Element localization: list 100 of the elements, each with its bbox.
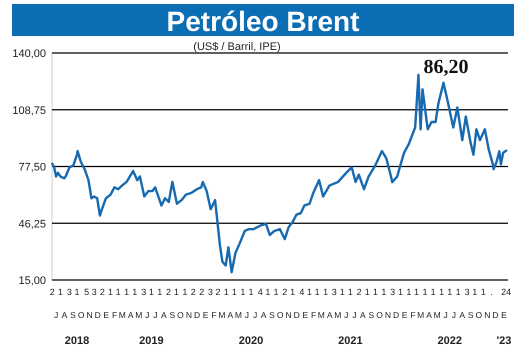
x-tick-label: 1	[174, 287, 179, 297]
text: E	[103, 310, 110, 320]
y-tick-label: 77,50	[18, 162, 46, 174]
y-tick-label: 140,00	[12, 48, 46, 60]
text: E	[302, 310, 308, 320]
text: O	[276, 310, 284, 320]
x-tick-label: 1	[323, 287, 328, 297]
x-tick-label: 2	[356, 287, 362, 297]
text: M	[118, 310, 126, 320]
text: J	[244, 310, 250, 320]
text: M	[334, 310, 342, 320]
text: E	[501, 310, 508, 320]
text: O	[177, 310, 184, 320]
text: A	[260, 310, 267, 320]
text: J	[444, 310, 448, 320]
x-tick-label: 3	[332, 287, 337, 297]
x-tick-label: 1	[439, 287, 444, 297]
x-tick-label: 1	[414, 287, 420, 297]
text: D	[294, 310, 300, 320]
text: M	[218, 310, 226, 320]
x-tick-label: 3	[66, 287, 72, 297]
x-tick-label: 1	[232, 287, 237, 297]
text: F	[311, 310, 316, 320]
text: J	[452, 310, 456, 320]
text: A	[459, 310, 466, 320]
text: J	[54, 310, 58, 320]
text: M	[434, 310, 441, 320]
x-tick-label: 1	[116, 287, 121, 297]
text: E	[402, 310, 408, 320]
text: F	[112, 310, 118, 320]
x-tick-label: 1	[108, 287, 114, 297]
chart-title: Petróleo Brent	[166, 6, 360, 37]
x-tick-label: 1	[74, 287, 80, 297]
text: S	[269, 310, 276, 320]
chart-subtitle: (US$ / Barril, IPE)	[193, 41, 281, 53]
text: J	[352, 310, 357, 320]
x-tick-label: 3	[390, 287, 396, 297]
x-tick-label: 1	[430, 287, 436, 297]
text: N	[384, 310, 392, 320]
text: D	[393, 310, 400, 320]
x-tick-label: 1	[456, 287, 461, 297]
x-tick-label: 1	[422, 287, 428, 297]
annotation: 86,20	[424, 56, 468, 78]
x-tick-label: 1	[364, 287, 370, 297]
y-tick-label: 15,00	[18, 275, 46, 287]
text: N	[484, 310, 490, 320]
text: M	[135, 310, 142, 320]
x-tick-label: 1	[240, 287, 246, 297]
x-tick-label: 1	[290, 287, 296, 297]
text: 2021	[338, 335, 363, 347]
x-tick-label: 2	[100, 287, 105, 297]
text: M	[417, 310, 424, 320]
x-tick-label: 2	[216, 287, 221, 297]
x-tick-label: 2	[50, 287, 55, 297]
x-tick-label: 1	[132, 287, 138, 297]
text: M	[318, 310, 325, 320]
text: J	[145, 310, 150, 320]
text: D	[94, 310, 101, 320]
text: A	[326, 310, 333, 320]
x-tick-label: 1	[148, 287, 154, 297]
text: S	[169, 310, 176, 320]
text: D	[194, 310, 200, 320]
x-tick-label: 2	[282, 287, 288, 297]
x-tick-label: 1	[182, 287, 188, 297]
x-tick-label: 1	[472, 287, 478, 297]
text: O	[78, 310, 85, 320]
text: N	[286, 310, 292, 320]
text: A	[128, 310, 134, 320]
x-tick-label: 2	[199, 287, 204, 297]
x-tick-label: 24	[501, 287, 512, 297]
x-tick-label: 4	[299, 287, 304, 297]
text: J	[252, 310, 258, 320]
text: E	[202, 310, 209, 320]
x-tick-label: 1	[224, 287, 229, 297]
x-tick-label: 3	[208, 287, 213, 297]
text: S	[70, 310, 76, 320]
x-tick-label: 1	[307, 287, 312, 297]
x-tick-label: 1	[274, 287, 279, 297]
x-tick-label: 1	[314, 287, 320, 297]
text: J	[153, 310, 158, 320]
x-tick-label: .	[490, 287, 493, 297]
x-tick-label: 1	[265, 287, 270, 297]
x-tick-label: 1	[348, 287, 353, 297]
x-tick-label: 3	[464, 287, 470, 297]
x-tick-label: 5	[84, 287, 90, 297]
x-tick-label: 4	[258, 287, 263, 297]
text: S	[368, 310, 374, 320]
text: N	[186, 310, 192, 320]
x-tick-label: 1	[124, 287, 130, 297]
text: A	[426, 310, 432, 320]
x-tick-label: 1	[58, 287, 63, 297]
x-tick-label: 1	[398, 287, 403, 297]
text: O	[476, 310, 483, 320]
text: A	[161, 310, 168, 320]
text: A	[227, 310, 234, 320]
x-tick-label: 3	[92, 287, 97, 297]
x-tick-label: 2	[166, 287, 172, 297]
text: A	[360, 310, 366, 320]
x-tick-label: 3	[141, 287, 146, 297]
x-tick-label: 1	[340, 287, 345, 297]
